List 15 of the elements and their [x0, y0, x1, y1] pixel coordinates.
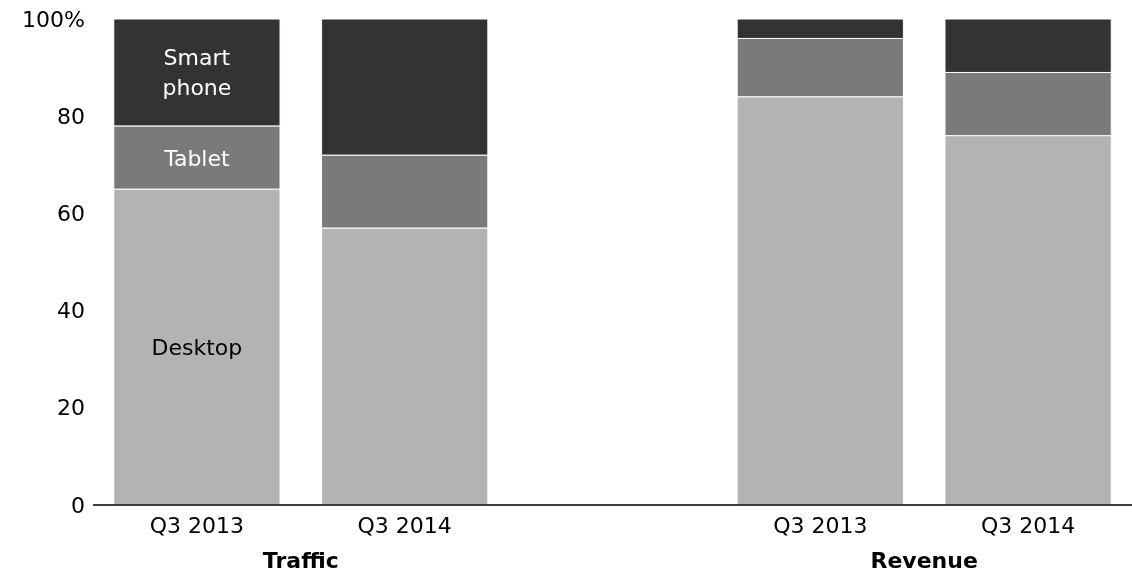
y-tick-label: 80 [57, 103, 85, 129]
series-label: Desktop [151, 334, 243, 360]
text: Revenue [870, 547, 978, 573]
y-tick-label: 60 [57, 200, 85, 226]
x-tick-label: Q3 2014 [357, 512, 452, 538]
y-tick-label: 20 [57, 395, 85, 421]
y-tick-label: 0 [71, 492, 85, 518]
y-tick-label: 100% [22, 6, 85, 32]
y-tick-label: 40 [57, 298, 85, 324]
series-label: Smart phone [162, 44, 232, 100]
x-tick-label: Q3 2014 [980, 512, 1076, 538]
text: Traffic [262, 547, 339, 573]
x-tick-label: Q3 2013 [149, 512, 245, 538]
x-tick-label: Q3 2013 [773, 512, 868, 538]
series-label: Tablet [163, 145, 231, 171]
